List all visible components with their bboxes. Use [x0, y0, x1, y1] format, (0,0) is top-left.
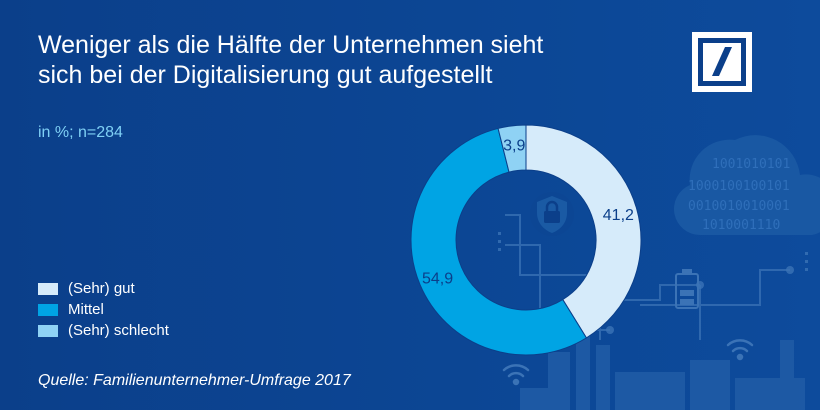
- battery-icon: [675, 269, 699, 309]
- binary-text: 1000100100101: [688, 179, 790, 194]
- chart-title-line-1: Weniger als die Hälfte der Unternehmen s…: [38, 31, 544, 59]
- legend-label: Mittel: [68, 301, 104, 318]
- chart-title-line-2: sich bei der Digitalisierung gut aufgest…: [38, 61, 493, 89]
- wifi-icon: [726, 339, 754, 361]
- slice-value-label: 41,2: [603, 207, 634, 224]
- padlock-icon: [530, 192, 574, 236]
- legend-label: (Sehr) schlecht: [68, 322, 169, 339]
- legend-item-mittel: Mittel: [38, 299, 169, 320]
- legend-item-gut: (Sehr) gut: [38, 278, 169, 299]
- legend-swatch: [38, 303, 58, 316]
- source-note: Quelle: Familienunternehmer-Umfrage 2017: [38, 372, 351, 389]
- slice-mittel: [410, 127, 588, 356]
- cloud-icon: 1001010101 1000100100101 0010010010001 1…: [674, 135, 820, 235]
- legend-swatch: [38, 324, 58, 337]
- legend-swatch: [38, 282, 58, 295]
- chart-subtitle: in %; n=284: [38, 124, 123, 141]
- legend-item-schlecht: (Sehr) schlecht: [38, 320, 169, 341]
- slice-gut: [525, 124, 642, 339]
- chart-title: Weniger als die Hälfte der Unternehmen s…: [38, 30, 638, 90]
- chart-legend: (Sehr) gut Mittel (Sehr) schlecht: [38, 278, 169, 341]
- legend-label: (Sehr) gut: [68, 280, 135, 297]
- factory-skyline: [520, 335, 805, 410]
- bank-logo: [692, 32, 752, 92]
- binary-text: 1001010101: [712, 157, 790, 172]
- slice-value-label: 3,9: [503, 138, 525, 155]
- wifi-icon: [502, 364, 530, 386]
- binary-text: 0010010010001: [688, 199, 790, 214]
- binary-text: 1010001110: [702, 218, 780, 233]
- slice-schlecht: [497, 124, 527, 173]
- slice-value-label: 54,9: [422, 270, 453, 287]
